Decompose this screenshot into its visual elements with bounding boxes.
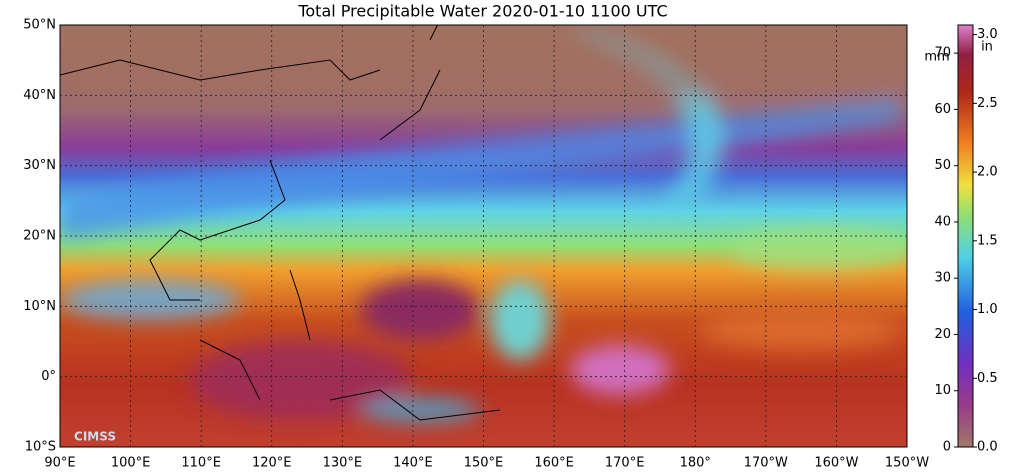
- latitude-label: 30°N: [23, 158, 56, 173]
- colorbar-tick-label: 0.5: [977, 371, 998, 386]
- colorbar-tick-label: 50: [934, 158, 951, 173]
- latitude-label: 10°N: [23, 299, 56, 314]
- colorbar-tick-label: 20: [934, 327, 951, 342]
- latitude-label: 20°N: [23, 229, 56, 244]
- longitude-label: 140°E: [393, 456, 433, 471]
- longitude-label: 150°E: [464, 456, 504, 471]
- latitude-label: 50°N: [23, 18, 56, 33]
- colorbar-tick-label: 70: [934, 46, 951, 61]
- longitude-label: 90°E: [44, 456, 75, 471]
- colorbar-right-unit: in: [981, 40, 993, 55]
- longitude-label: 130°E: [323, 456, 363, 471]
- latitude-label: 10°S: [25, 440, 56, 455]
- colorbar-tick-label: 1.0: [977, 302, 998, 317]
- longitude-label: 180°: [680, 456, 711, 471]
- colorbar: [957, 24, 974, 448]
- colorbar-tick-label: 30: [934, 271, 951, 286]
- longitude-label: 100°E: [111, 456, 151, 471]
- logo: CIMSS: [74, 430, 116, 444]
- latitude-label: 40°N: [23, 88, 56, 103]
- longitude-label: 170°W: [744, 456, 788, 471]
- colorbar-tick-label: 60: [934, 102, 951, 117]
- colorbar-tick-label: 3.0: [977, 27, 998, 42]
- longitude-label: 120°E: [252, 456, 292, 471]
- colorbar-tick-label: 1.5: [977, 233, 998, 248]
- colorbar-tick-label: 2.0: [977, 165, 998, 180]
- colorbar-tick-label: 0.0: [977, 440, 998, 455]
- colorbar-tick-label: 40: [934, 214, 951, 229]
- colorbar-tick-label: 0: [943, 440, 951, 455]
- longitude-label: 150°W: [885, 456, 929, 471]
- tpw-imagery: [60, 25, 907, 447]
- colorbar-tick-label: 10: [934, 383, 951, 398]
- colorbar-left-unit: mm: [924, 50, 949, 65]
- longitude-label: 110°E: [181, 456, 221, 471]
- longitude-label: 160°W: [814, 456, 858, 471]
- colorbar-tick-label: 2.5: [977, 96, 998, 111]
- map-title: Total Precipitable Water 2020-01-10 1100…: [297, 2, 667, 21]
- longitude-label: 160°E: [534, 456, 574, 471]
- latitude-label: 0°: [41, 369, 56, 384]
- longitude-label: 170°E: [605, 456, 645, 471]
